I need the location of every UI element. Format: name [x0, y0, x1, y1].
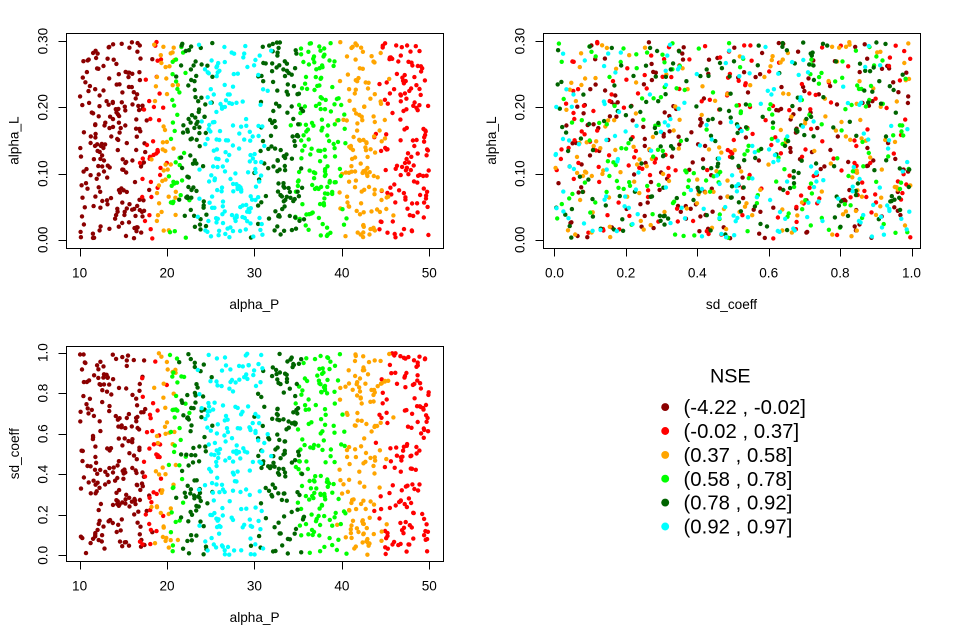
svg-text:0.2: 0.2 [36, 505, 51, 524]
svg-text:30: 30 [247, 579, 263, 594]
svg-text:40: 40 [334, 265, 350, 280]
svg-text:0.20: 0.20 [35, 94, 50, 121]
svg-text:0.0: 0.0 [545, 265, 564, 280]
svg-text:alpha_L: alpha_L [7, 116, 22, 165]
svg-text:0.8: 0.8 [831, 265, 850, 280]
svg-text:1.0: 1.0 [902, 265, 921, 280]
svg-text:0.00: 0.00 [513, 226, 528, 253]
svg-text:(0.78 , 0.92]: (0.78 , 0.92] [684, 493, 793, 515]
svg-text:20: 20 [159, 265, 175, 280]
svg-text:(0.92 , 0.97]: (0.92 , 0.97] [684, 517, 793, 539]
svg-text:0.6: 0.6 [759, 265, 778, 280]
svg-text:0.00: 0.00 [35, 226, 50, 253]
svg-text:0.0: 0.0 [36, 545, 51, 564]
svg-text:40: 40 [334, 579, 350, 594]
svg-text:0.8: 0.8 [36, 384, 51, 403]
svg-text:(0.58 , 0.78]: (0.58 , 0.78] [684, 469, 793, 491]
svg-text:alpha_P: alpha_P [229, 297, 279, 312]
svg-text:10: 10 [72, 265, 88, 280]
svg-text:0.6: 0.6 [36, 424, 51, 443]
svg-text:0.10: 0.10 [35, 160, 50, 187]
svg-text:(0.37 , 0.58]: (0.37 , 0.58] [684, 445, 793, 467]
svg-text:10: 10 [72, 579, 88, 594]
svg-text:sd_coeff: sd_coeff [706, 297, 757, 312]
svg-text:alpha_P: alpha_P [230, 610, 280, 625]
svg-text:alpha_L: alpha_L [484, 116, 499, 165]
svg-text:0.20: 0.20 [513, 94, 528, 121]
svg-text:50: 50 [422, 579, 438, 594]
svg-text:0.10: 0.10 [513, 160, 528, 187]
svg-text:20: 20 [159, 579, 175, 594]
svg-text:0.30: 0.30 [35, 27, 50, 54]
svg-text:0.2: 0.2 [616, 265, 635, 280]
svg-text:NSE: NSE [710, 366, 751, 388]
svg-text:(-0.02 , 0.37]: (-0.02 , 0.37] [684, 421, 800, 443]
svg-text:0.4: 0.4 [688, 265, 707, 280]
svg-text:0.30: 0.30 [513, 27, 528, 54]
svg-text:0.4: 0.4 [36, 464, 51, 483]
svg-text:50: 50 [422, 265, 438, 280]
svg-text:1.0: 1.0 [36, 343, 51, 362]
svg-text:30: 30 [247, 265, 263, 280]
svg-text:(-4.22 , -0.02]: (-4.22 , -0.02] [684, 397, 807, 419]
svg-text:sd_coeff: sd_coeff [7, 428, 22, 479]
